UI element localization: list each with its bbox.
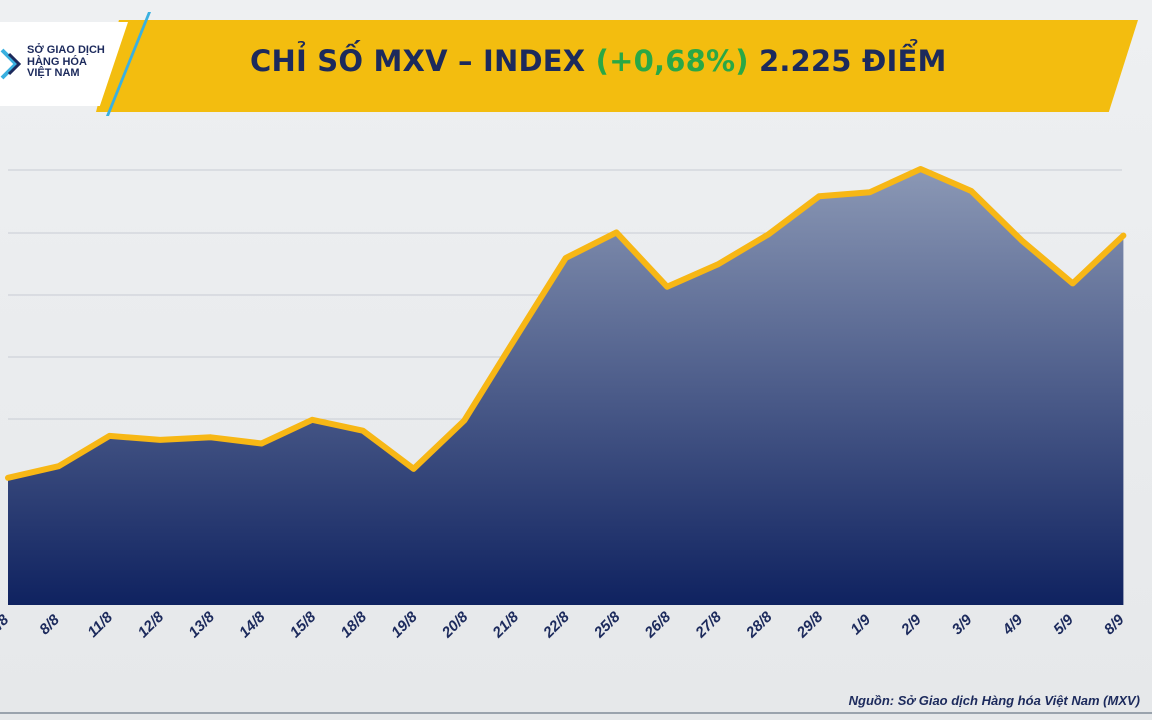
x-tick-label: 21/8 bbox=[489, 608, 523, 642]
x-tick-label: 25/8 bbox=[590, 608, 624, 642]
x-tick-label: 18/8 bbox=[337, 608, 370, 641]
logo-line-1: SỞ GIAO DỊCH bbox=[27, 44, 105, 56]
x-tick-label: 19/8 bbox=[388, 608, 421, 641]
title-change-percent: (+0,68%) bbox=[595, 44, 749, 78]
x-tick-label: 20/8 bbox=[438, 608, 472, 642]
logo-text: SỞ GIAO DỊCH HÀNG HÓA VIỆT NAM bbox=[27, 44, 137, 80]
x-tick-label: 8/8 bbox=[36, 611, 63, 638]
index-area-fill bbox=[8, 169, 1124, 605]
x-tick-label: 15/8 bbox=[287, 608, 320, 641]
x-tick-label: 3/9 bbox=[949, 611, 976, 638]
x-tick-label: 7/8 bbox=[0, 611, 13, 638]
logo-line-2: HÀNG HÓA bbox=[27, 55, 87, 68]
title-prefix: CHỈ SỐ MXV – INDEX bbox=[250, 44, 596, 78]
x-tick-label: 27/8 bbox=[692, 608, 726, 642]
x-tick-label: 28/8 bbox=[742, 608, 776, 642]
footer-divider bbox=[0, 712, 1152, 714]
index-series-line bbox=[5, 166, 1127, 481]
x-tick-label: 5/9 bbox=[1050, 611, 1077, 638]
x-tick-label: 13/8 bbox=[185, 608, 218, 641]
x-tick-label: 11/8 bbox=[84, 608, 116, 640]
x-tick-label: 26/8 bbox=[641, 608, 675, 642]
x-tick-label: 14/8 bbox=[236, 608, 269, 641]
x-tick-label: 2/9 bbox=[897, 611, 925, 639]
x-tick-label: 22/8 bbox=[539, 608, 573, 642]
x-tick-label: 4/9 bbox=[999, 611, 1027, 639]
title-banner bbox=[96, 20, 1138, 112]
x-tick-label: 29/8 bbox=[793, 608, 827, 642]
source-note: Nguồn: Sở Giao dịch Hàng hóa Việt Nam (M… bbox=[848, 693, 1140, 708]
x-tick-label: 1/9 bbox=[847, 611, 874, 638]
x-tick-label: 8/9 bbox=[1101, 611, 1128, 638]
mxv-chevron-logo-icon bbox=[0, 48, 22, 80]
title-suffix: 2.225 ĐIỂM bbox=[748, 44, 947, 78]
chart-title: CHỈ SỐ MXV – INDEX (+0,68%) 2.225 ĐIỂM bbox=[250, 44, 950, 78]
x-tick-label: 12/8 bbox=[135, 608, 168, 641]
logo-line-3: VIỆT NAM bbox=[27, 67, 80, 79]
